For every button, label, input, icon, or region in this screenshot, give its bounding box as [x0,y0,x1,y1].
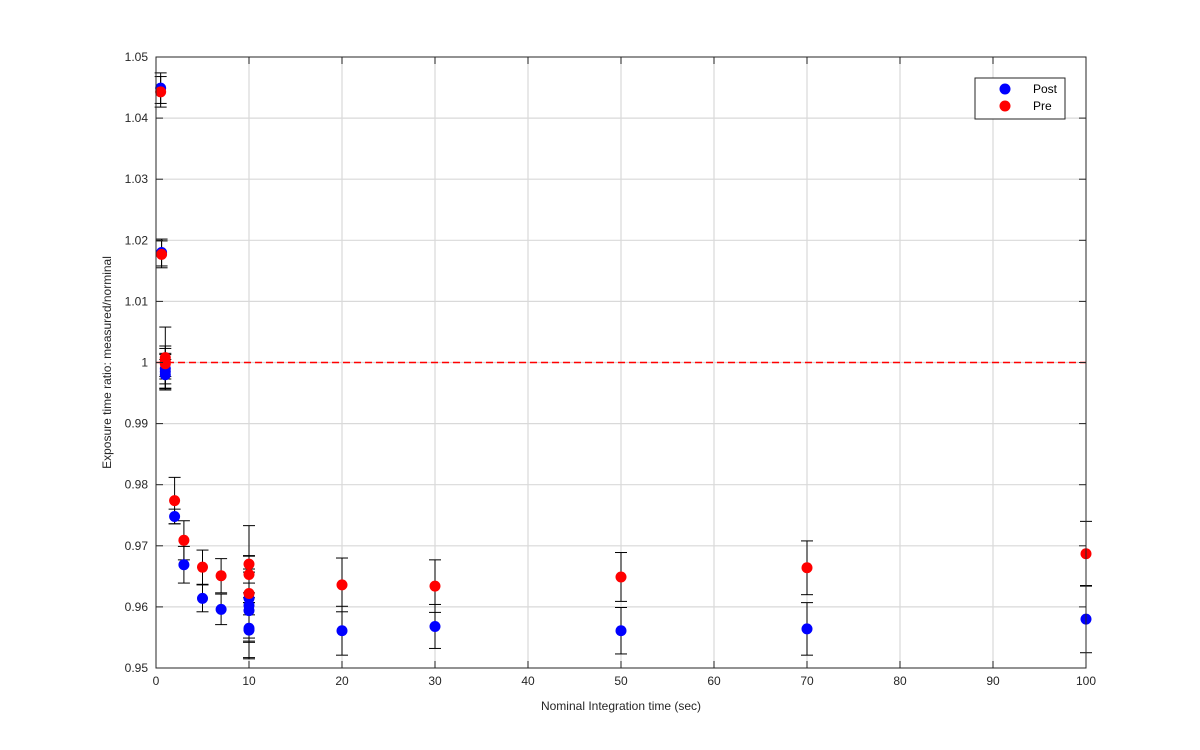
y-tick-label: 0.96 [125,600,149,614]
data-point-post [429,620,441,632]
data-point-pre [156,248,168,260]
x-tick-label: 0 [153,674,160,688]
markers-pre [155,86,1092,599]
data-point-pre [429,580,441,592]
y-tick-label: 1.05 [125,50,149,64]
data-point-post [159,369,171,381]
x-tick-label: 30 [428,674,442,688]
data-point-post [801,623,813,635]
data-point-pre [336,579,348,591]
y-tick-label: 1.04 [125,111,149,125]
y-tick-label: 0.99 [125,417,149,431]
y-tick-label: 0.95 [125,661,149,675]
data-point-post [178,559,190,571]
data-point-pre [197,561,208,573]
data-point-post [215,603,227,615]
ticks: 0 10 20 30 40 50 60 70 80 90 100 0.95 0.96 0.97 0.98 0.… [125,50,1097,688]
data-point-pre [155,86,167,98]
data-point-pre [159,358,171,370]
data-point-pre [169,495,181,507]
data-point-pre [615,571,627,583]
data-point-post [243,624,255,636]
x-axis-title: Nominal Integration time (sec) [541,699,701,713]
data-layer [154,72,1092,660]
x-tick-label: 100 [1076,674,1096,688]
data-point-pre [243,558,255,570]
x-tick-label: 90 [986,674,1000,688]
data-point-pre [243,569,255,581]
y-tick-label: 1.01 [125,294,149,308]
legend-box [974,77,1066,120]
data-point-post [243,605,255,617]
legend-label-pre: Pre [1033,99,1052,113]
x-tick-label: 10 [242,674,256,688]
data-point-pre [215,570,227,582]
y-tick-label: 1.03 [125,172,149,186]
legend-marker-pre [999,100,1011,112]
x-tick-label: 70 [800,674,814,688]
x-tick-label: 50 [614,674,628,688]
x-tick-label: 20 [335,674,349,688]
x-tick-label: 80 [893,674,907,688]
x-tick-label: 40 [521,674,535,688]
x-tick-label: 60 [707,674,721,688]
data-point-pre [243,587,255,599]
data-point-post [197,592,208,604]
data-point-post [336,625,348,637]
y-tick-label: 0.98 [125,478,149,492]
data-point-pre [178,534,190,546]
y-axis-title: Exposure time ratio: measured/norminal [100,256,114,469]
y-tick-label: 0.97 [125,539,149,553]
data-point-post [169,510,181,522]
y-tick-label: 1.02 [125,233,149,247]
legend-label-post: Post [1033,82,1058,96]
legend-marker-post [999,83,1011,95]
legend: Post Pre [974,77,1066,120]
y-tick-label: 1 [141,356,148,370]
data-point-post [615,625,627,637]
data-point-pre [801,562,813,574]
